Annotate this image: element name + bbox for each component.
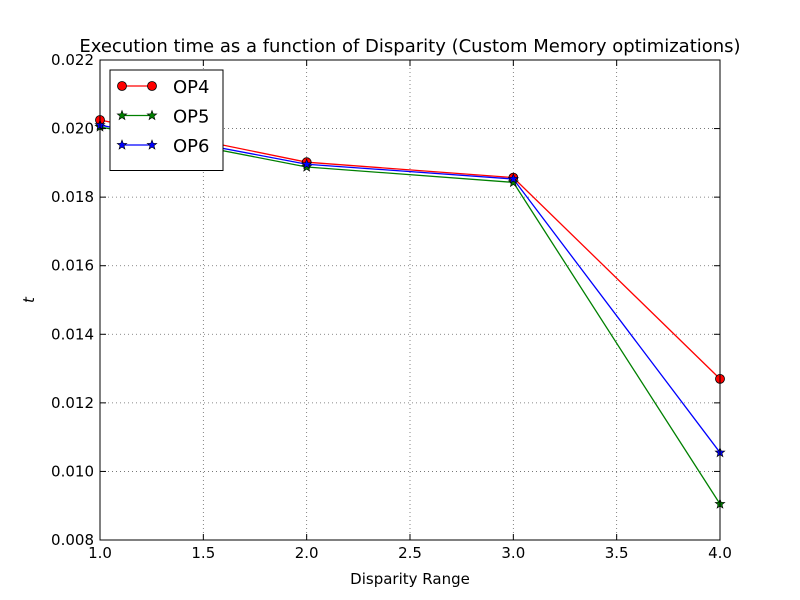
legend-marker — [116, 139, 128, 150]
series-op5 — [94, 121, 726, 509]
x-axis-label: Disparity Range — [350, 570, 470, 588]
data-point — [507, 176, 519, 188]
y-tick-label: 0.016 — [51, 257, 94, 275]
series-layer — [94, 115, 726, 509]
y-tick-label: 0.010 — [51, 462, 94, 480]
legend-label: OP5 — [173, 107, 209, 128]
legend-label: OP4 — [173, 77, 209, 98]
y-tick-label: 0.022 — [51, 51, 94, 69]
x-tick-label: 2.5 — [398, 544, 422, 562]
y-tick-label: 0.018 — [51, 188, 94, 206]
data-point — [301, 158, 313, 169]
legend-marker — [117, 81, 127, 91]
legend-marker — [147, 81, 157, 91]
x-tick-label: 1.5 — [191, 544, 215, 562]
legend-label: OP6 — [173, 136, 209, 157]
chart-title: Execution time as a function of Disparit… — [79, 36, 740, 57]
y-tick-label: 0.020 — [51, 120, 94, 138]
legend-marker — [116, 109, 128, 121]
grid — [100, 60, 720, 540]
data-point — [507, 173, 519, 184]
axis-ticks: 1.0 1.5 2.0 2.5 3.0 3.5 4.0 0.008 0.010 0.012 0.01… — [51, 51, 732, 562]
legend-box — [109, 69, 224, 171]
x-tick-label: 1.0 — [88, 544, 112, 562]
x-tick-label: 3.5 — [605, 544, 629, 562]
x-tick-label: 2.0 — [295, 544, 319, 562]
y-tick-label: 0.008 — [51, 531, 94, 549]
legend-marker — [146, 139, 158, 150]
legend: OP4 OP5 OP6 — [109, 69, 224, 171]
legend-marker — [146, 109, 158, 121]
legend-entry: OP5 — [116, 107, 209, 128]
series-line — [99, 126, 721, 505]
x-tick-label: 4.0 — [708, 544, 732, 562]
y-tick-label: 0.012 — [51, 394, 94, 412]
legend-entry: OP4 — [117, 77, 209, 98]
legend-entry: OP6 — [116, 136, 209, 157]
x-tick-label: 3.0 — [501, 544, 525, 562]
y-tick-label: 0.014 — [51, 325, 94, 343]
y-axis-label: t — [20, 296, 38, 303]
